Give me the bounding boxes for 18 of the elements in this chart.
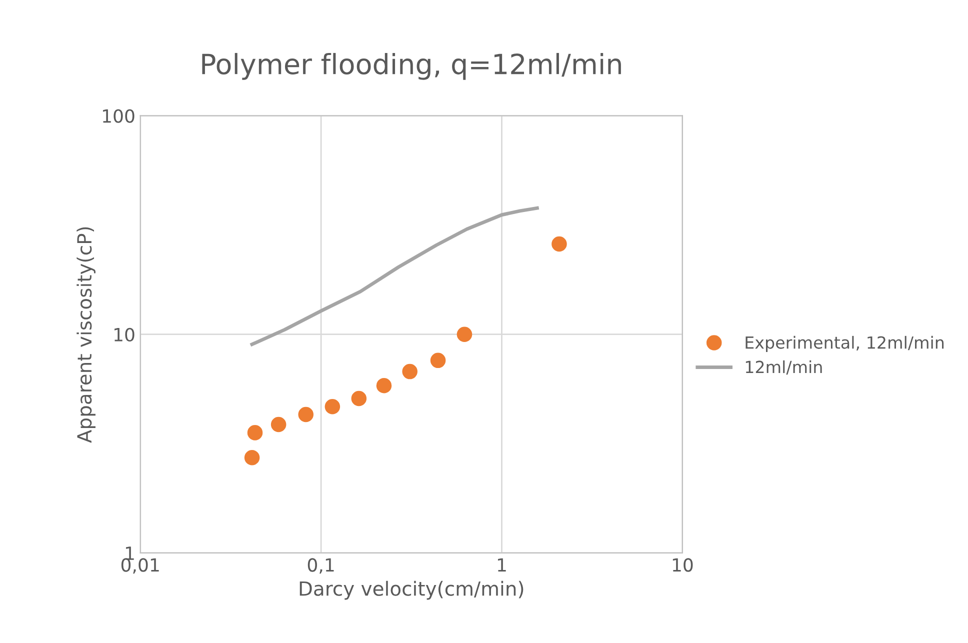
y-axis-title: Apparent viscosity(cP) (76, 227, 96, 443)
point (270, 416, 286, 432)
x-tick-label: 0,01 (121, 558, 159, 574)
point (351, 390, 367, 406)
x-axis-title: Darcy velocity(cm/min) (300, 580, 524, 600)
point (298, 406, 314, 422)
chart-title: Polymer flooding, q=12ml/min (202, 52, 621, 80)
point (430, 352, 446, 368)
point (376, 378, 392, 394)
y-tick-label: 100 (103, 109, 134, 123)
point (456, 326, 472, 342)
legend-label: 12ml/min (746, 360, 822, 375)
x-tick-label: 0,1 (308, 558, 334, 574)
legend-label: Experimental, 12ml/min (746, 336, 944, 352)
x-tick-label: 10 (672, 558, 693, 572)
y-tick-label: 10 (114, 328, 134, 342)
x-tick-label: 1 (498, 558, 506, 572)
point (324, 399, 340, 414)
